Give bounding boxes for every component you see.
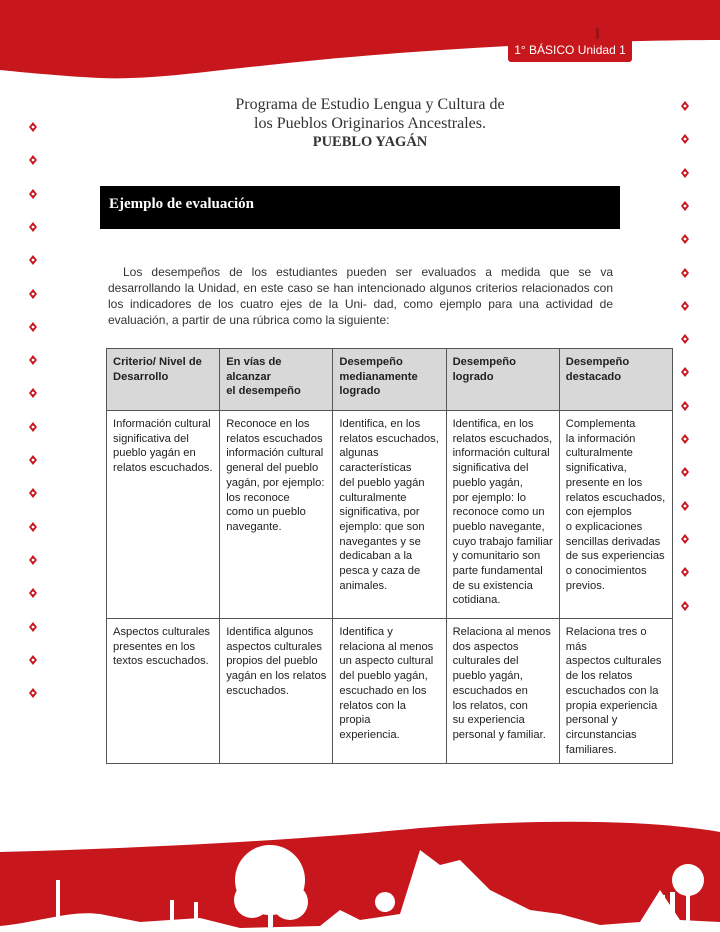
diamond-ornament-icon <box>29 554 37 565</box>
diamond-ornament-icon <box>681 600 689 611</box>
diamond-ornament-icon <box>681 200 689 211</box>
table-cell: Reconoce en los relatos escuchados infor… <box>219 410 334 619</box>
table-cell: Identifica, en los relatos escuchados, i… <box>445 410 560 619</box>
diamond-ornament-icon <box>29 421 37 432</box>
header-red-wave <box>0 0 720 79</box>
table-row: Información cultural significativa del p… <box>105 410 674 619</box>
badge-stem <box>596 28 599 40</box>
diamond-ornament-icon <box>681 300 689 311</box>
table-cell: Información cultural significativa del p… <box>105 410 221 619</box>
diamond-ornament-icon <box>29 488 37 499</box>
diamond-ornament-icon <box>29 455 37 465</box>
footer-landscape <box>0 821 720 932</box>
diamond-ornament-icon <box>29 288 37 299</box>
intro-paragraph: Los desempeños de los estudiantes pueden… <box>108 265 613 327</box>
diamond-ornament-icon <box>681 134 689 145</box>
diamond-ornament-icon <box>29 588 37 599</box>
diamond-ornament-icon <box>681 500 689 511</box>
header-cell: En vías de alcanzar el desempeño <box>219 348 334 411</box>
table-cell: Identifica, en los relatos escuchados, a… <box>332 410 447 619</box>
diamond-ornament-icon <box>681 400 689 411</box>
diamond-ornament-icon <box>29 388 37 399</box>
diamond-ornament-icon <box>29 221 37 232</box>
header-cell: Desempeño medianamente logrado <box>332 348 447 411</box>
diamond-ornament-icon <box>29 621 37 632</box>
table-cell: Identifica algunos aspectos culturales p… <box>219 617 334 765</box>
diamond-ornament-icon <box>29 688 37 699</box>
rubric-table: Criterio/ Nivel de Desarrollo En vías de… <box>105 348 674 765</box>
diamond-ornament-icon <box>681 267 689 278</box>
diamond-ornament-icon <box>681 367 689 378</box>
diamond-ornament-icon <box>29 188 37 199</box>
header-cell: Desempeño destacado <box>558 348 674 411</box>
table-cell: Relaciona al menos dos aspectos cultural… <box>445 617 560 765</box>
table-cell: Identifica y relaciona al menos un aspec… <box>332 617 447 765</box>
table-header-row: Criterio/ Nivel de Desarrollo En vías de… <box>105 348 674 411</box>
diamond-ornament-icon <box>29 321 37 332</box>
title-people: PUEBLO YAGÁN <box>312 134 428 150</box>
header-cell: Desempeño logrado <box>445 348 560 411</box>
diamond-ornament-icon <box>681 434 689 444</box>
diamond-ornament-icon <box>681 167 689 178</box>
table-cell: Complementa la información culturalmente… <box>558 410 674 619</box>
diamond-ornament-icon <box>29 255 37 266</box>
section-heading: Ejemplo de evaluación <box>100 186 620 229</box>
diamond-ornament-icon <box>29 155 37 166</box>
diamond-ornament-icon <box>681 101 689 111</box>
table-row: Aspectos culturales presentes en los tex… <box>105 617 674 765</box>
diamond-ornament-icon <box>29 654 37 665</box>
title-line: Programa de Estudio Lengua y Cultura de <box>235 96 505 113</box>
table-cell: Relaciona tres o más aspectos culturales… <box>558 617 674 765</box>
diamond-ornament-icon <box>681 533 689 544</box>
diamond-ornament-icon <box>681 567 689 578</box>
diamond-ornament-icon <box>29 122 37 132</box>
diamond-ornament-icon <box>29 355 37 366</box>
table-cell: Aspectos culturales presentes en los tex… <box>105 617 221 765</box>
diamond-ornament-icon <box>681 467 689 478</box>
header-cell: Criterio/ Nivel de Desarrollo <box>105 348 221 411</box>
diamond-ornament-icon <box>681 334 689 345</box>
diamond-ornament-icon <box>29 521 37 532</box>
title-line: los Pueblos Originarios Ancestrales. <box>254 115 486 132</box>
page-title: Programa de Estudio Lengua y Cultura de … <box>150 95 590 152</box>
diamond-ornament-icon <box>681 234 689 245</box>
unit-badge: 1° BÁSICO Unidad 1 <box>508 39 632 62</box>
